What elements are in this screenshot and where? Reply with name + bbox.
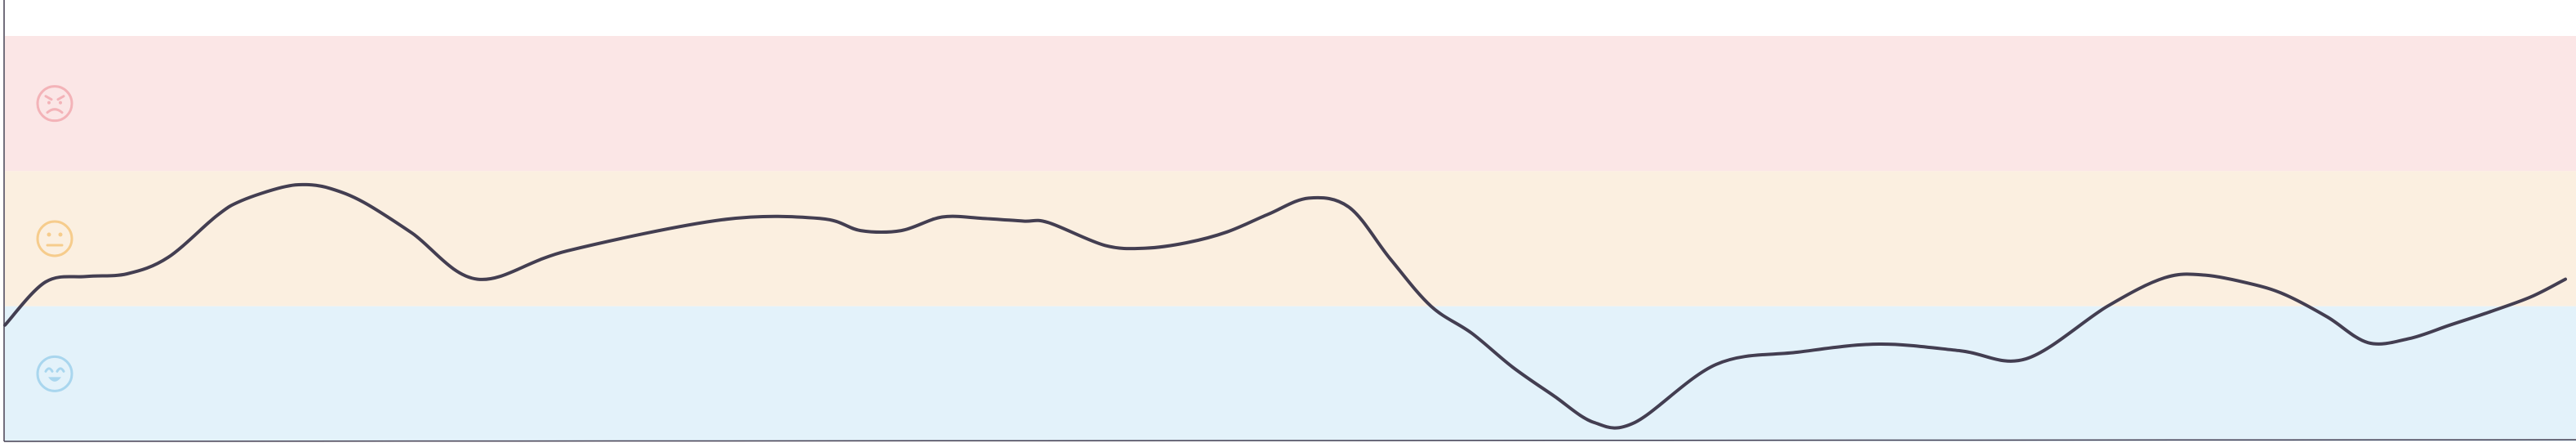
angry-face-icon [36, 85, 73, 123]
mood-bands [5, 36, 2576, 441]
mood-icons [36, 85, 73, 392]
series-line-0 [3, 182, 2567, 430]
series-layer [3, 182, 2567, 430]
neutral-face-icon [36, 220, 73, 257]
band-angry [5, 36, 2576, 172]
x-axis [3, 439, 2576, 442]
axes [3, 0, 2576, 442]
band-happy [5, 306, 2576, 441]
happy-face-icon [36, 355, 73, 392]
band-neutral [5, 171, 2576, 307]
